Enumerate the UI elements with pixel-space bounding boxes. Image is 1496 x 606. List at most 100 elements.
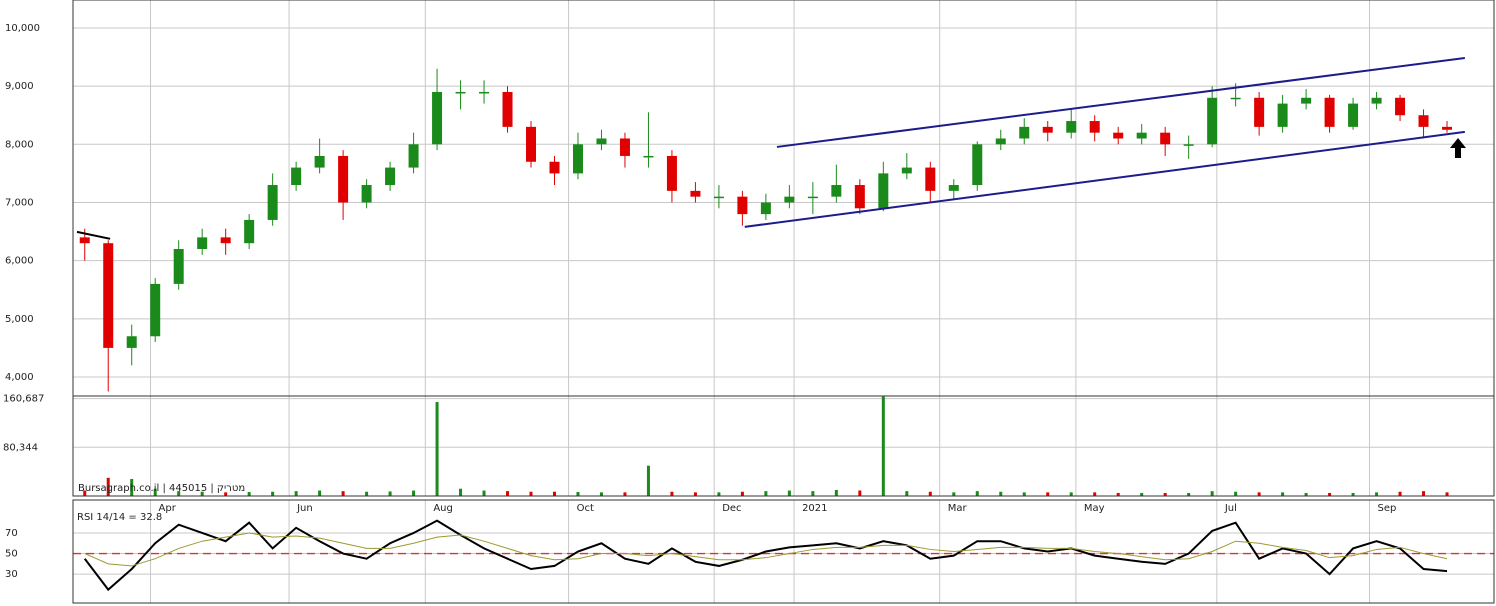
candle-body xyxy=(713,196,724,199)
volume-bar xyxy=(271,491,275,496)
volume-bar xyxy=(388,491,392,496)
volume-bar xyxy=(177,491,181,496)
candle-body xyxy=(267,185,278,220)
candle-body xyxy=(103,243,114,348)
volume-bar xyxy=(834,489,838,496)
candle-body xyxy=(1160,132,1171,145)
candle-body xyxy=(995,138,1006,145)
candle-body xyxy=(619,138,630,156)
candle-body xyxy=(1136,132,1147,139)
candle-body xyxy=(1254,97,1265,127)
candle-body xyxy=(925,167,936,191)
x-tick-label: Aug xyxy=(433,503,453,514)
candle-body xyxy=(1207,97,1218,145)
volume-bar xyxy=(1398,491,1402,496)
candle-body xyxy=(79,237,90,244)
volume-bar xyxy=(623,492,627,496)
volume-bar xyxy=(811,491,815,496)
trend-line xyxy=(744,130,1466,228)
candle-body xyxy=(807,196,818,199)
candle-body xyxy=(690,190,701,197)
y-tick-label: 5,000 xyxy=(5,314,34,325)
volume-bar xyxy=(1046,492,1050,496)
volume-bar xyxy=(412,490,416,496)
volume-bar xyxy=(1375,492,1379,496)
candle-body xyxy=(854,185,865,209)
volume-bar xyxy=(764,491,768,496)
candle-body xyxy=(502,91,513,127)
candle-body xyxy=(1066,121,1077,133)
y-tick-label: 70 xyxy=(5,528,18,539)
candle-body xyxy=(291,167,302,186)
candle-body xyxy=(784,196,795,203)
volume-bar xyxy=(999,491,1003,496)
watermark: Bursagraph.co.il | 445015 | מטריק xyxy=(78,483,245,494)
y-tick-label: 160,687 xyxy=(3,394,44,405)
candle-body xyxy=(479,91,490,94)
x-tick-label: Jul xyxy=(1224,503,1237,514)
volume-bar xyxy=(247,492,251,496)
candle-body xyxy=(408,144,419,168)
volume-bar xyxy=(459,488,463,496)
y-tick-label: 50 xyxy=(5,549,18,560)
candle-body xyxy=(1089,121,1100,133)
candle-body xyxy=(737,196,748,215)
volume-bar xyxy=(1140,492,1144,496)
candle-body xyxy=(361,185,372,203)
candle-body xyxy=(1230,97,1241,100)
y-tick-label: 7,000 xyxy=(5,197,34,208)
volume-bar xyxy=(646,465,650,496)
volume-bar xyxy=(153,488,157,496)
candle-body xyxy=(1395,97,1406,116)
volume-bar xyxy=(1069,492,1073,496)
candle-body xyxy=(901,167,912,174)
candle-body xyxy=(338,155,349,203)
candle-body xyxy=(1348,103,1359,127)
volume-bar xyxy=(1328,492,1332,496)
trend-line xyxy=(76,230,111,240)
volume-bar xyxy=(928,491,932,496)
candle-body xyxy=(831,185,842,197)
volume-bar xyxy=(1234,491,1238,496)
candle-body xyxy=(596,138,607,145)
volume-bar xyxy=(905,491,909,496)
rsi-line xyxy=(83,519,1448,592)
volume-bar xyxy=(106,477,110,496)
volume-bar xyxy=(740,491,744,496)
y-tick-label: 10,000 xyxy=(5,23,40,34)
candle-body xyxy=(1371,97,1382,104)
volume-bar xyxy=(435,402,439,496)
candle-body xyxy=(1442,126,1453,130)
y-tick-label: 80,344 xyxy=(3,442,38,453)
candle-body xyxy=(1418,115,1429,127)
candle-body xyxy=(314,155,325,168)
volume-bar xyxy=(365,491,369,496)
volume-bar xyxy=(952,492,956,496)
candle-body xyxy=(126,336,137,348)
volume-bar xyxy=(318,490,322,496)
panel-frame xyxy=(72,395,1495,497)
volume-bar xyxy=(294,491,298,496)
arrow-shape xyxy=(1450,138,1466,158)
volume-bar xyxy=(670,491,674,496)
candle-body xyxy=(666,155,677,191)
rsi-label: RSI 14/14 = 32.8 xyxy=(77,512,162,523)
candle-body xyxy=(150,283,161,337)
volume-bar xyxy=(1281,492,1285,496)
volume-bar xyxy=(1422,491,1426,496)
volume-bar xyxy=(975,491,979,496)
panel-frame xyxy=(72,499,1495,604)
trend-line xyxy=(776,57,1466,148)
volume-bar xyxy=(693,492,697,496)
candle-body xyxy=(244,219,255,244)
volume-bar xyxy=(1116,492,1120,496)
candle-body xyxy=(972,144,983,186)
candle-body xyxy=(572,144,583,174)
volume-bar xyxy=(599,492,603,496)
volume-bar xyxy=(1163,492,1167,496)
candle-body xyxy=(432,91,443,145)
candle-body xyxy=(526,126,537,162)
